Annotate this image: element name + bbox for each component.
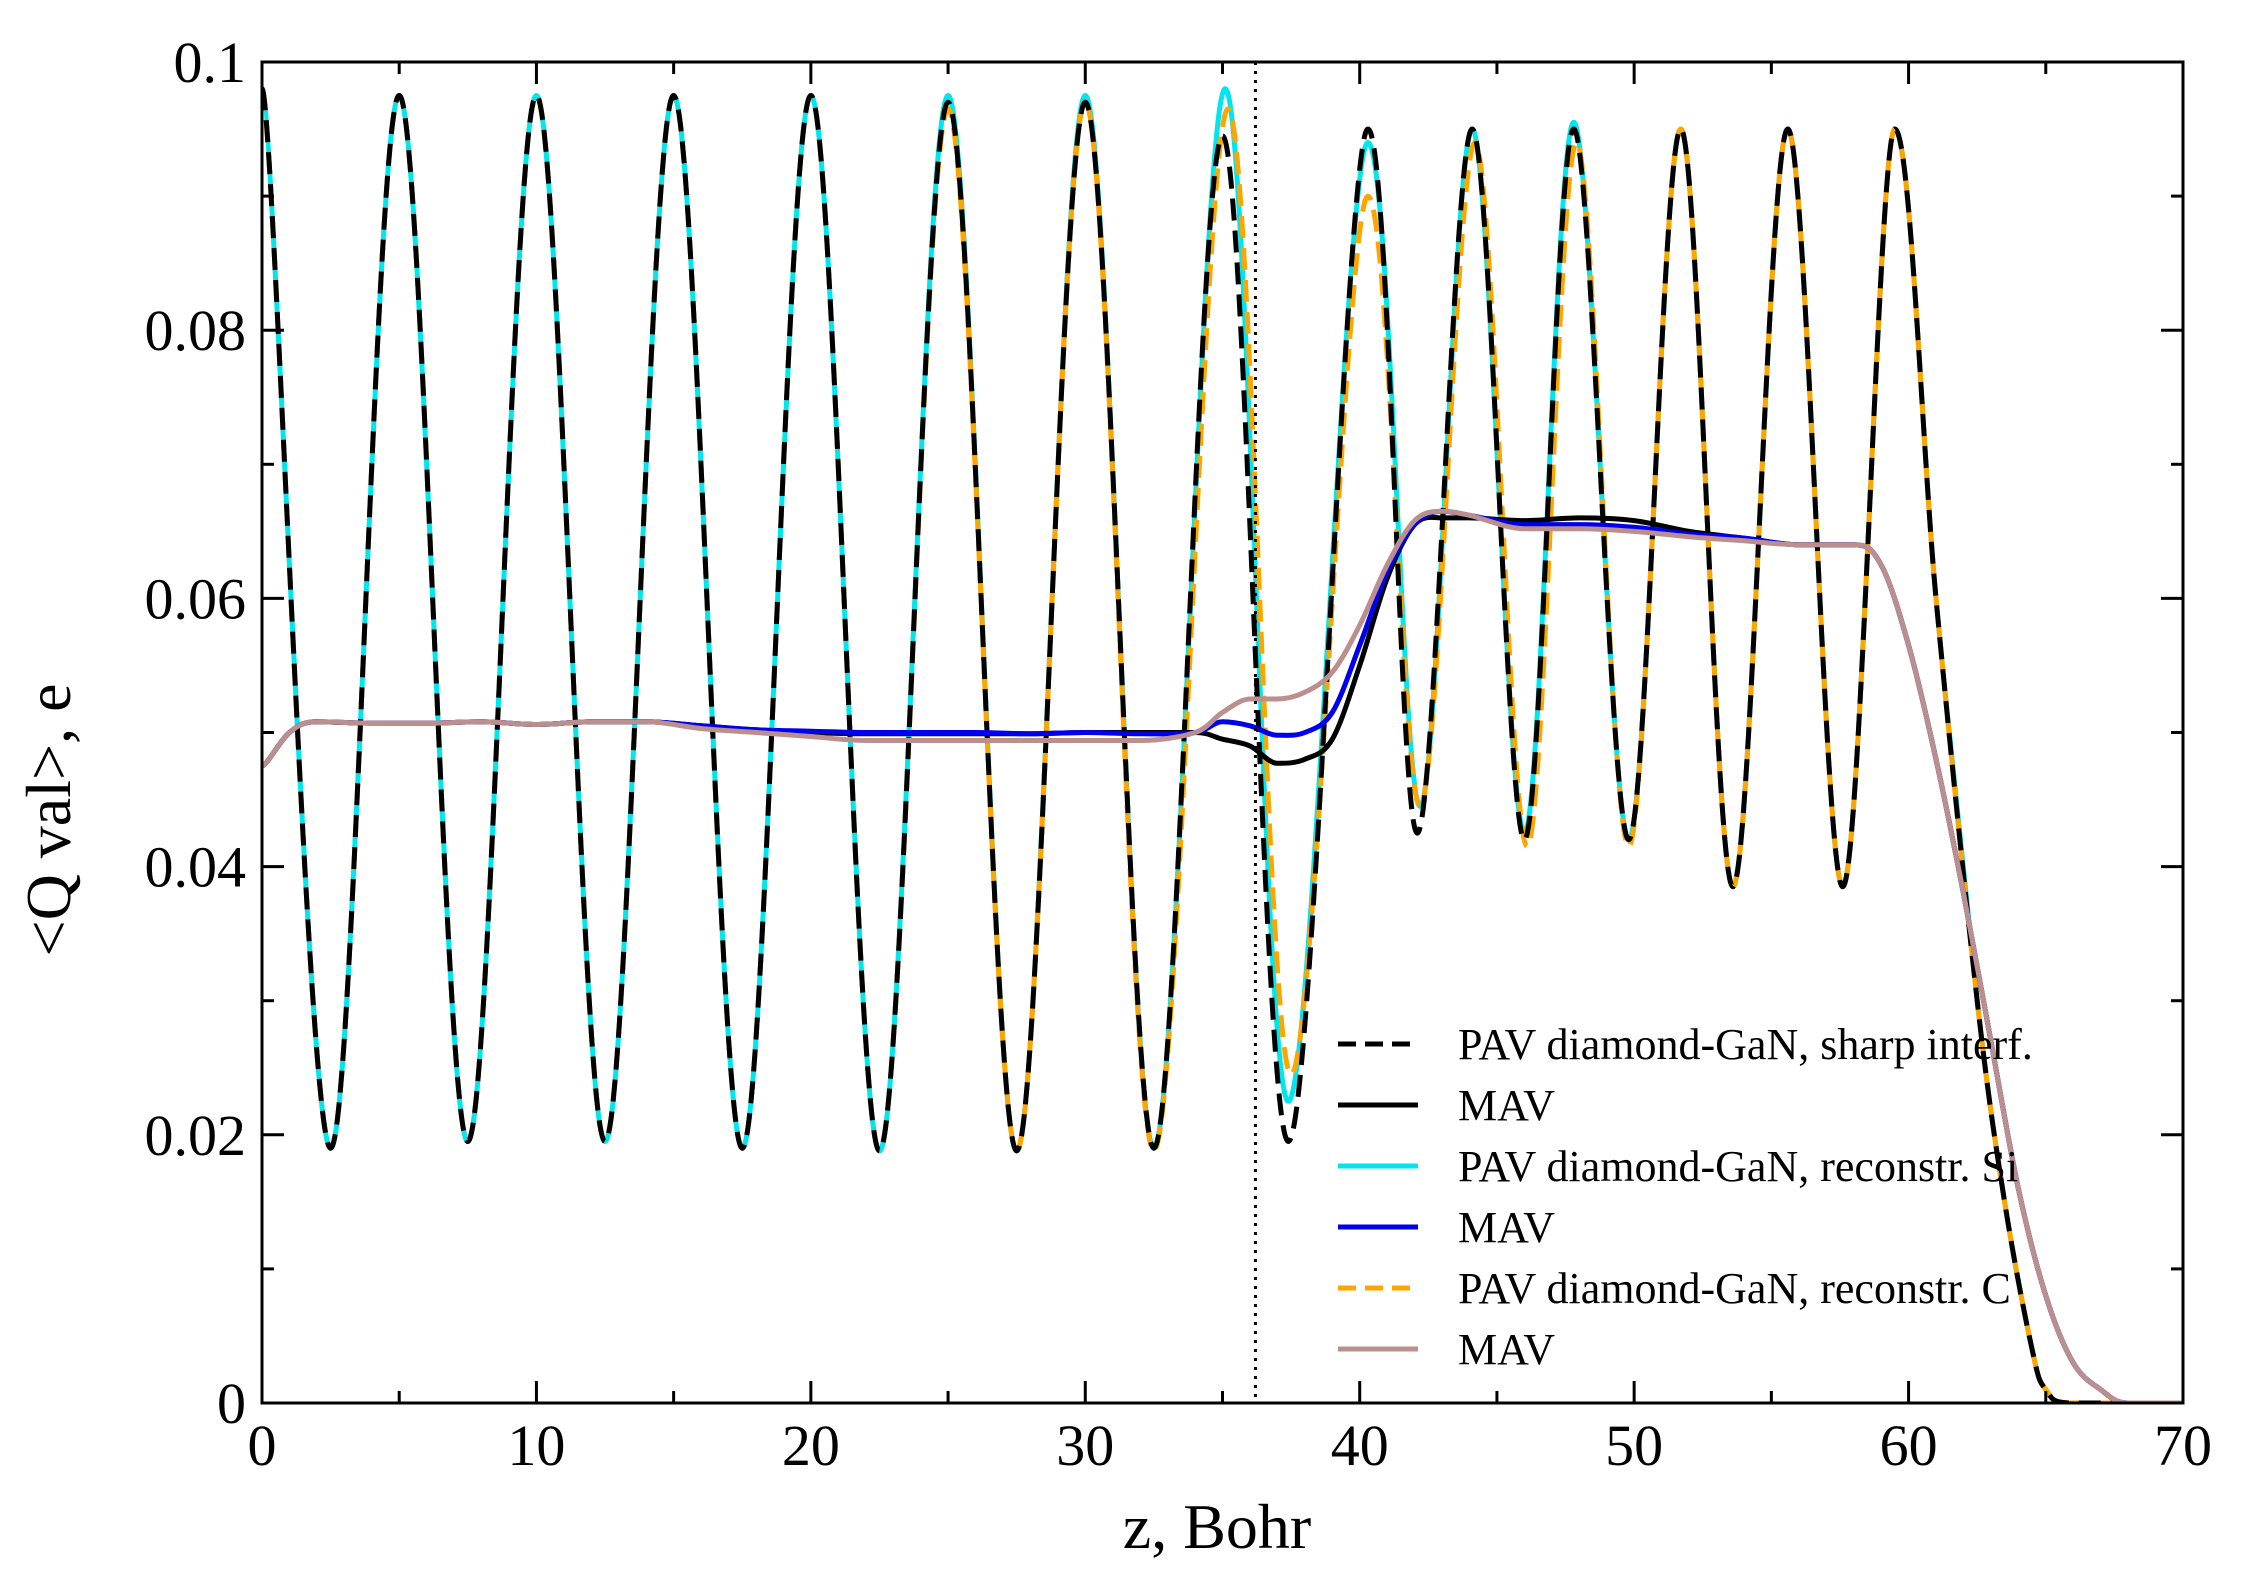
x-tick-label: 60 [1880,1413,1938,1478]
legend: PAV diamond-GaN, sharp interf. MAV PAV dia… [1338,1020,2033,1374]
y-tick-label: 0.1 [174,30,247,95]
axes-layer: 0 10 20 30 40 50 60 70 0 0.02 0.04 0.06 0.08 0.1 [145,30,2213,1478]
x-tick-label: 10 [507,1413,565,1478]
y-tick-label: 0.02 [145,1103,247,1168]
x-tick-label: 30 [1056,1413,1114,1478]
series-layer [262,62,2183,1403]
series-line-5 [262,86,2183,1403]
x-tick-label: 0 [248,1413,277,1478]
x-tick-label: 50 [1605,1413,1663,1478]
series-line-6 [262,508,2183,1403]
legend-label-2: MAV [1458,1081,1555,1130]
y-tick-label: 0.06 [145,566,247,631]
legend-label-3: PAV diamond-GaN, reconstr. Si [1458,1142,2018,1191]
legend-label-6: MAV [1458,1325,1555,1374]
plot-frame [260,60,2185,1405]
legend-label-1: PAV diamond-GaN, sharp interf. [1458,1020,2033,1069]
legend-label-5: PAV diamond-GaN, reconstr. C [1458,1264,2011,1313]
y-axis-title: <Q val>, e [13,684,84,957]
legend-label-4: MAV [1458,1203,1555,1252]
x-tick-label: 40 [1331,1413,1389,1478]
series-line-1 [262,86,2183,1403]
y-tick-label: 0 [217,1371,246,1436]
y-tick-label: 0.04 [145,835,247,900]
x-tick-label: 70 [2154,1413,2212,1478]
y-tick-label: 0.08 [145,298,247,363]
series-line-3 [262,86,2183,1403]
x-axis-title: z, Bohr [1123,1491,1311,1562]
x-tick-label: 20 [782,1413,840,1478]
